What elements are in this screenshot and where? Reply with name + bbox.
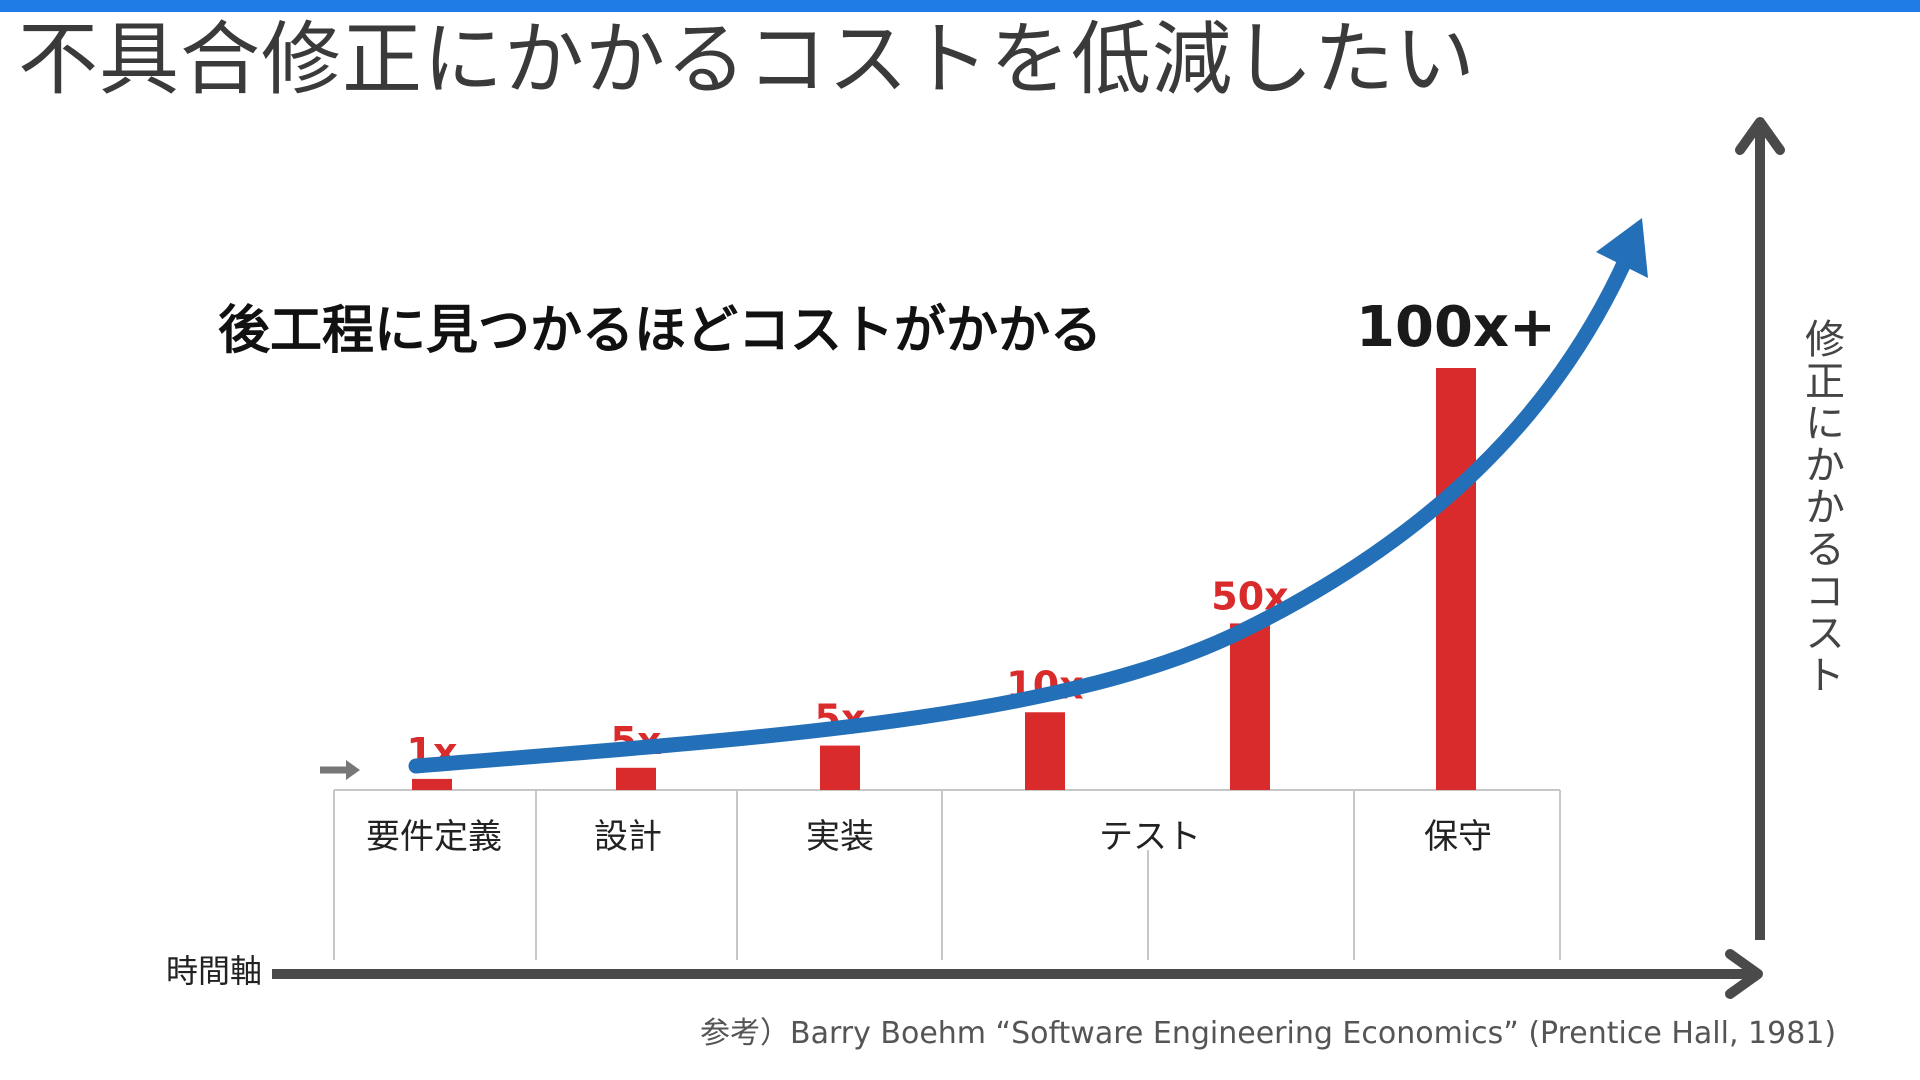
- cost-trend-curve: [408, 228, 1644, 774]
- reference-citation: 参考）Barry Boehm “Software Engineering Eco…: [700, 1016, 1837, 1051]
- slide-title: 不具合修正にかかるコストを低減したい: [18, 13, 1476, 106]
- cost-bar: [820, 745, 860, 790]
- phase-label: 要件定義: [366, 817, 502, 857]
- x-axis-arrowhead: [1725, 949, 1763, 999]
- y-axis-label: 修正にかかるコスト: [1798, 318, 1844, 696]
- y-axis-arrowhead: [1735, 117, 1785, 155]
- phase-label: 保守: [1424, 817, 1492, 857]
- chart-title: 後工程に見つかるほどコストがかかる: [218, 301, 1102, 361]
- cost-bar: [1025, 712, 1065, 790]
- trend-arrowhead: [1596, 218, 1648, 278]
- x-axis-label: 時間軸: [166, 952, 263, 990]
- start-marker-arrowhead: [346, 760, 360, 780]
- cost-bar: [412, 778, 452, 790]
- top-accent-bar: [0, 0, 1920, 12]
- cost-bar: [1436, 368, 1476, 790]
- cost-bar: [1230, 623, 1270, 790]
- bar-value-label: 100x+: [1356, 295, 1556, 360]
- phase-label: 実装: [806, 817, 874, 857]
- phase-label: テスト: [1099, 817, 1201, 857]
- phase-label: 設計: [594, 817, 662, 857]
- cost-bar: [616, 767, 656, 790]
